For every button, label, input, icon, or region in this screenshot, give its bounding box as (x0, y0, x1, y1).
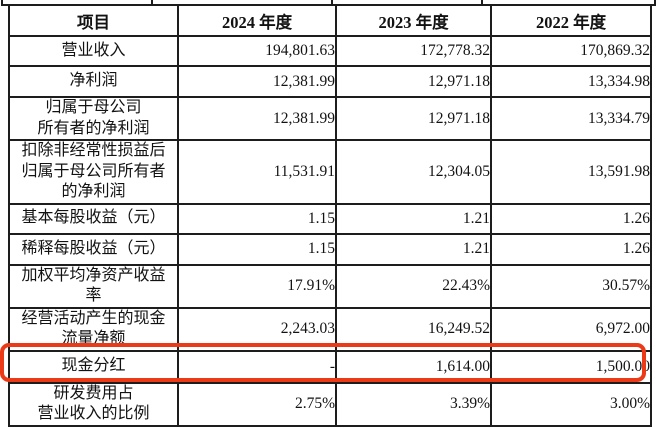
previous-table-column-stub (151, 0, 153, 6)
value-cell: 17.91% (177, 263, 337, 309)
previous-table-column-stub (331, 0, 333, 6)
value-cell: 2.75% (177, 381, 337, 427)
value-cell: 16,249.52 (335, 306, 492, 352)
column-header-2022: 2022 年度 (490, 4, 652, 37)
table-row: 研发费用占 营业收入的比例 2.75% 3.39% 3.00% (8, 381, 652, 427)
value-cell: 13,334.98 (490, 65, 652, 98)
table-row: 加权平均净资产收益 率 17.91% 22.43% 30.57% (8, 263, 652, 309)
row-label: 基本每股收益（元） (8, 202, 179, 235)
row-label: 加权平均净资产收益 率 (8, 263, 179, 309)
value-cell: - (177, 349, 337, 384)
value-cell: 12,304.05 (335, 139, 492, 205)
table-header-row: 项目 2024 年度 2023 年度 2022 年度 (8, 4, 652, 37)
previous-table-column-stub (654, 0, 656, 6)
row-label: 营业收入 (8, 35, 179, 67)
value-cell: 13,591.98 (490, 139, 652, 205)
row-label: 归属于母公司 所有者的净利润 (8, 96, 179, 141)
column-header-2023: 2023 年度 (335, 4, 492, 37)
column-header-2024: 2024 年度 (177, 4, 337, 37)
value-cell: 1.21 (335, 202, 492, 235)
previous-table-column-stub (481, 0, 483, 6)
value-cell: 1.15 (177, 202, 337, 235)
value-cell: 1.21 (335, 232, 492, 266)
value-cell: 22.43% (335, 263, 492, 309)
row-label: 现金分红 (8, 349, 179, 384)
table-row: 营业收入 194,801.63 172,778.32 170,869.32 (8, 35, 652, 67)
table-row: 稀释每股收益（元） 1.15 1.21 1.26 (8, 232, 652, 266)
value-cell: 1,614.00 (335, 349, 492, 384)
table-row: 经营活动产生的现金 流量净额 2,243.03 16,249.52 6,972.… (8, 306, 652, 352)
value-cell: 194,801.63 (177, 35, 337, 67)
financial-summary-table: 项目 2024 年度 2023 年度 2022 年度 营业收入 194,801.… (8, 4, 652, 427)
value-cell: 3.00% (490, 381, 652, 427)
row-label: 经营活动产生的现金 流量净额 (8, 306, 179, 352)
value-cell: 12,381.99 (177, 96, 337, 141)
value-cell: 1.26 (490, 202, 652, 235)
value-cell: 11,531.91 (177, 139, 337, 205)
table-row: 基本每股收益（元） 1.15 1.21 1.26 (8, 202, 652, 235)
value-cell: 2,243.03 (177, 306, 337, 352)
row-label: 研发费用占 营业收入的比例 (8, 381, 179, 427)
table-row: 扣除非经常性损益后 归属于母公司所有者 的净利润 11,531.91 12,30… (8, 139, 652, 205)
table-row: 净利润 12,381.99 12,971.18 13,334.98 (8, 65, 652, 98)
value-cell: 12,381.99 (177, 65, 337, 98)
table-row-cash-dividend: 现金分红 - 1,614.00 1,500.00 (8, 349, 652, 384)
value-cell: 12,971.18 (335, 65, 492, 98)
value-cell: 6,972.00 (490, 306, 652, 352)
value-cell: 170,869.32 (490, 35, 652, 67)
value-cell: 1.26 (490, 232, 652, 266)
value-cell: 3.39% (335, 381, 492, 427)
row-label: 稀释每股收益（元） (8, 232, 179, 266)
row-label: 净利润 (8, 65, 179, 98)
previous-table-column-stub (1, 0, 3, 6)
value-cell: 1.15 (177, 232, 337, 266)
value-cell: 30.57% (490, 263, 652, 309)
value-cell: 12,971.18 (335, 96, 492, 141)
value-cell: 1,500.00 (490, 349, 652, 384)
row-label: 扣除非经常性损益后 归属于母公司所有者 的净利润 (8, 139, 179, 205)
value-cell: 13,334.79 (490, 96, 652, 141)
value-cell: 172,778.32 (335, 35, 492, 67)
table-row: 归属于母公司 所有者的净利润 12,381.99 12,971.18 13,33… (8, 96, 652, 141)
column-header-item: 项目 (8, 4, 179, 37)
